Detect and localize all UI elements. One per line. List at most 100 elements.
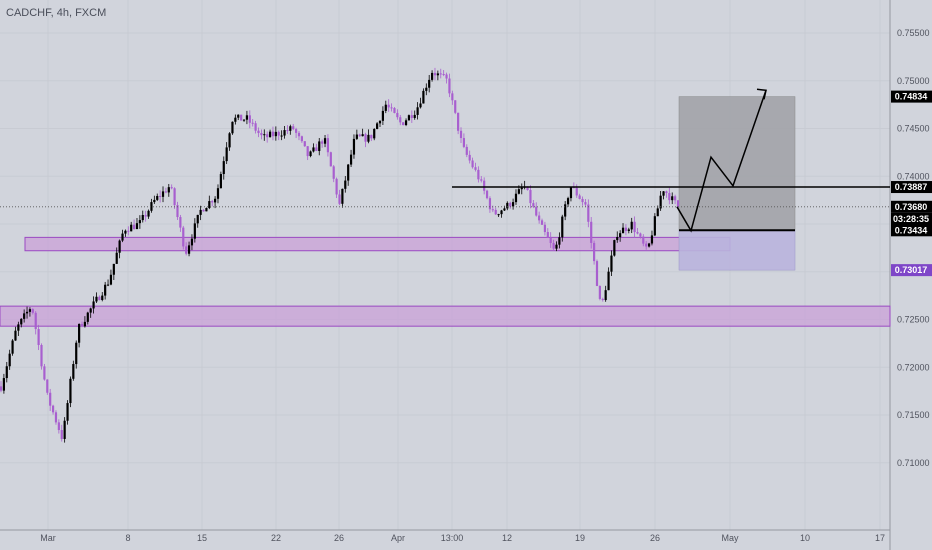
candle-body: [11, 340, 14, 354]
candle-body: [349, 154, 353, 165]
x-tick-label: 22: [271, 533, 281, 543]
candle-body: [590, 221, 593, 243]
candle-body: [112, 263, 115, 275]
candle-body: [315, 147, 318, 151]
candle-body: [439, 73, 442, 75]
candle-body: [538, 215, 541, 221]
candle-body: [373, 128, 376, 139]
candle-body: [665, 191, 668, 193]
candle-body: [263, 134, 266, 136]
candle-body: [185, 246, 188, 254]
x-tick-label: 19: [575, 533, 585, 543]
candle-body: [153, 199, 156, 203]
candle-body: [459, 130, 463, 139]
candle-body: [352, 138, 356, 155]
candle-body: [274, 131, 277, 137]
candle-body: [367, 134, 370, 142]
candle-body: [630, 221, 633, 230]
candle-body: [384, 104, 387, 111]
candle-body: [555, 244, 558, 249]
candle-body: [604, 290, 607, 301]
candle-body: [592, 242, 596, 262]
candle-body: [295, 129, 298, 133]
candle-body: [159, 195, 162, 197]
x-tick-label: 26: [650, 533, 660, 543]
candle-body: [474, 167, 477, 170]
stop-box: [678, 230, 796, 271]
candle-body: [404, 120, 408, 126]
candle-body: [425, 87, 428, 91]
candle-body: [566, 198, 570, 205]
candle-body: [132, 224, 136, 230]
x-tick-label: 15: [197, 533, 207, 543]
candle-body: [448, 78, 451, 94]
candle-body: [318, 141, 321, 151]
y-tick-label: 0.74000: [897, 171, 930, 181]
price-badge: [891, 212, 932, 225]
candle-body: [436, 73, 439, 76]
candle-body: [37, 329, 40, 346]
candle-body: [465, 146, 468, 155]
candle-body: [248, 115, 251, 123]
candle-body: [321, 141, 324, 144]
candle-body: [402, 122, 405, 126]
x-tick-label: Apr: [391, 533, 405, 543]
candle-body: [92, 301, 95, 309]
y-tick-label: 0.75500: [897, 28, 930, 38]
candle-body: [254, 123, 257, 131]
candle-body: [78, 323, 81, 343]
candle-body: [219, 174, 222, 189]
candle-body: [14, 330, 17, 341]
candle-body: [161, 191, 165, 197]
y-tick-label: 0.71000: [897, 458, 930, 468]
candle-body: [497, 214, 500, 216]
candle-body: [396, 112, 399, 118]
candle-body: [150, 202, 153, 211]
price-badge: [891, 264, 932, 277]
price-badge-label: 0.73434: [895, 225, 928, 235]
candle-body: [49, 392, 52, 406]
target-box: [678, 96, 796, 231]
candle-body: [393, 108, 396, 113]
price-badge: [891, 224, 932, 237]
candle-body: [561, 216, 564, 238]
candle-body: [25, 311, 29, 314]
candle-body: [610, 255, 613, 272]
candle-body: [601, 298, 604, 301]
candle-body: [407, 115, 411, 121]
x-tick-label: 10: [800, 533, 810, 543]
projection-path: [676, 90, 767, 233]
candle-body: [676, 200, 680, 208]
candle-body: [532, 203, 535, 207]
candle-body: [569, 187, 573, 199]
candle-body: [399, 117, 402, 123]
candle-body: [581, 198, 584, 203]
candle-body: [141, 214, 144, 221]
candle-body: [584, 202, 587, 205]
candle-body: [347, 164, 350, 181]
support-zone-upper: [24, 236, 731, 252]
candle-body: [225, 147, 228, 162]
candle-body: [639, 233, 642, 237]
x-tick-label: 17: [875, 533, 885, 543]
candle-body: [303, 141, 306, 147]
candle-body: [104, 284, 107, 296]
candle-body: [517, 189, 520, 194]
candle-body: [558, 237, 561, 245]
candle-body: [552, 243, 555, 249]
candle-body: [378, 120, 382, 124]
candle-body: [529, 190, 532, 204]
candle-body: [283, 130, 286, 136]
candle-body: [80, 323, 84, 327]
candle-body: [138, 220, 141, 224]
candle-body: [202, 209, 205, 212]
candle-body: [428, 79, 431, 88]
candle-body: [5, 366, 8, 379]
price-badge-label: 03:28:35: [893, 214, 929, 224]
x-tick-label: Mar: [40, 533, 56, 543]
candle-body: [89, 308, 92, 313]
candle-body: [0, 386, 3, 391]
candle-body: [549, 237, 552, 244]
y-tick-label: 0.74500: [897, 124, 930, 134]
